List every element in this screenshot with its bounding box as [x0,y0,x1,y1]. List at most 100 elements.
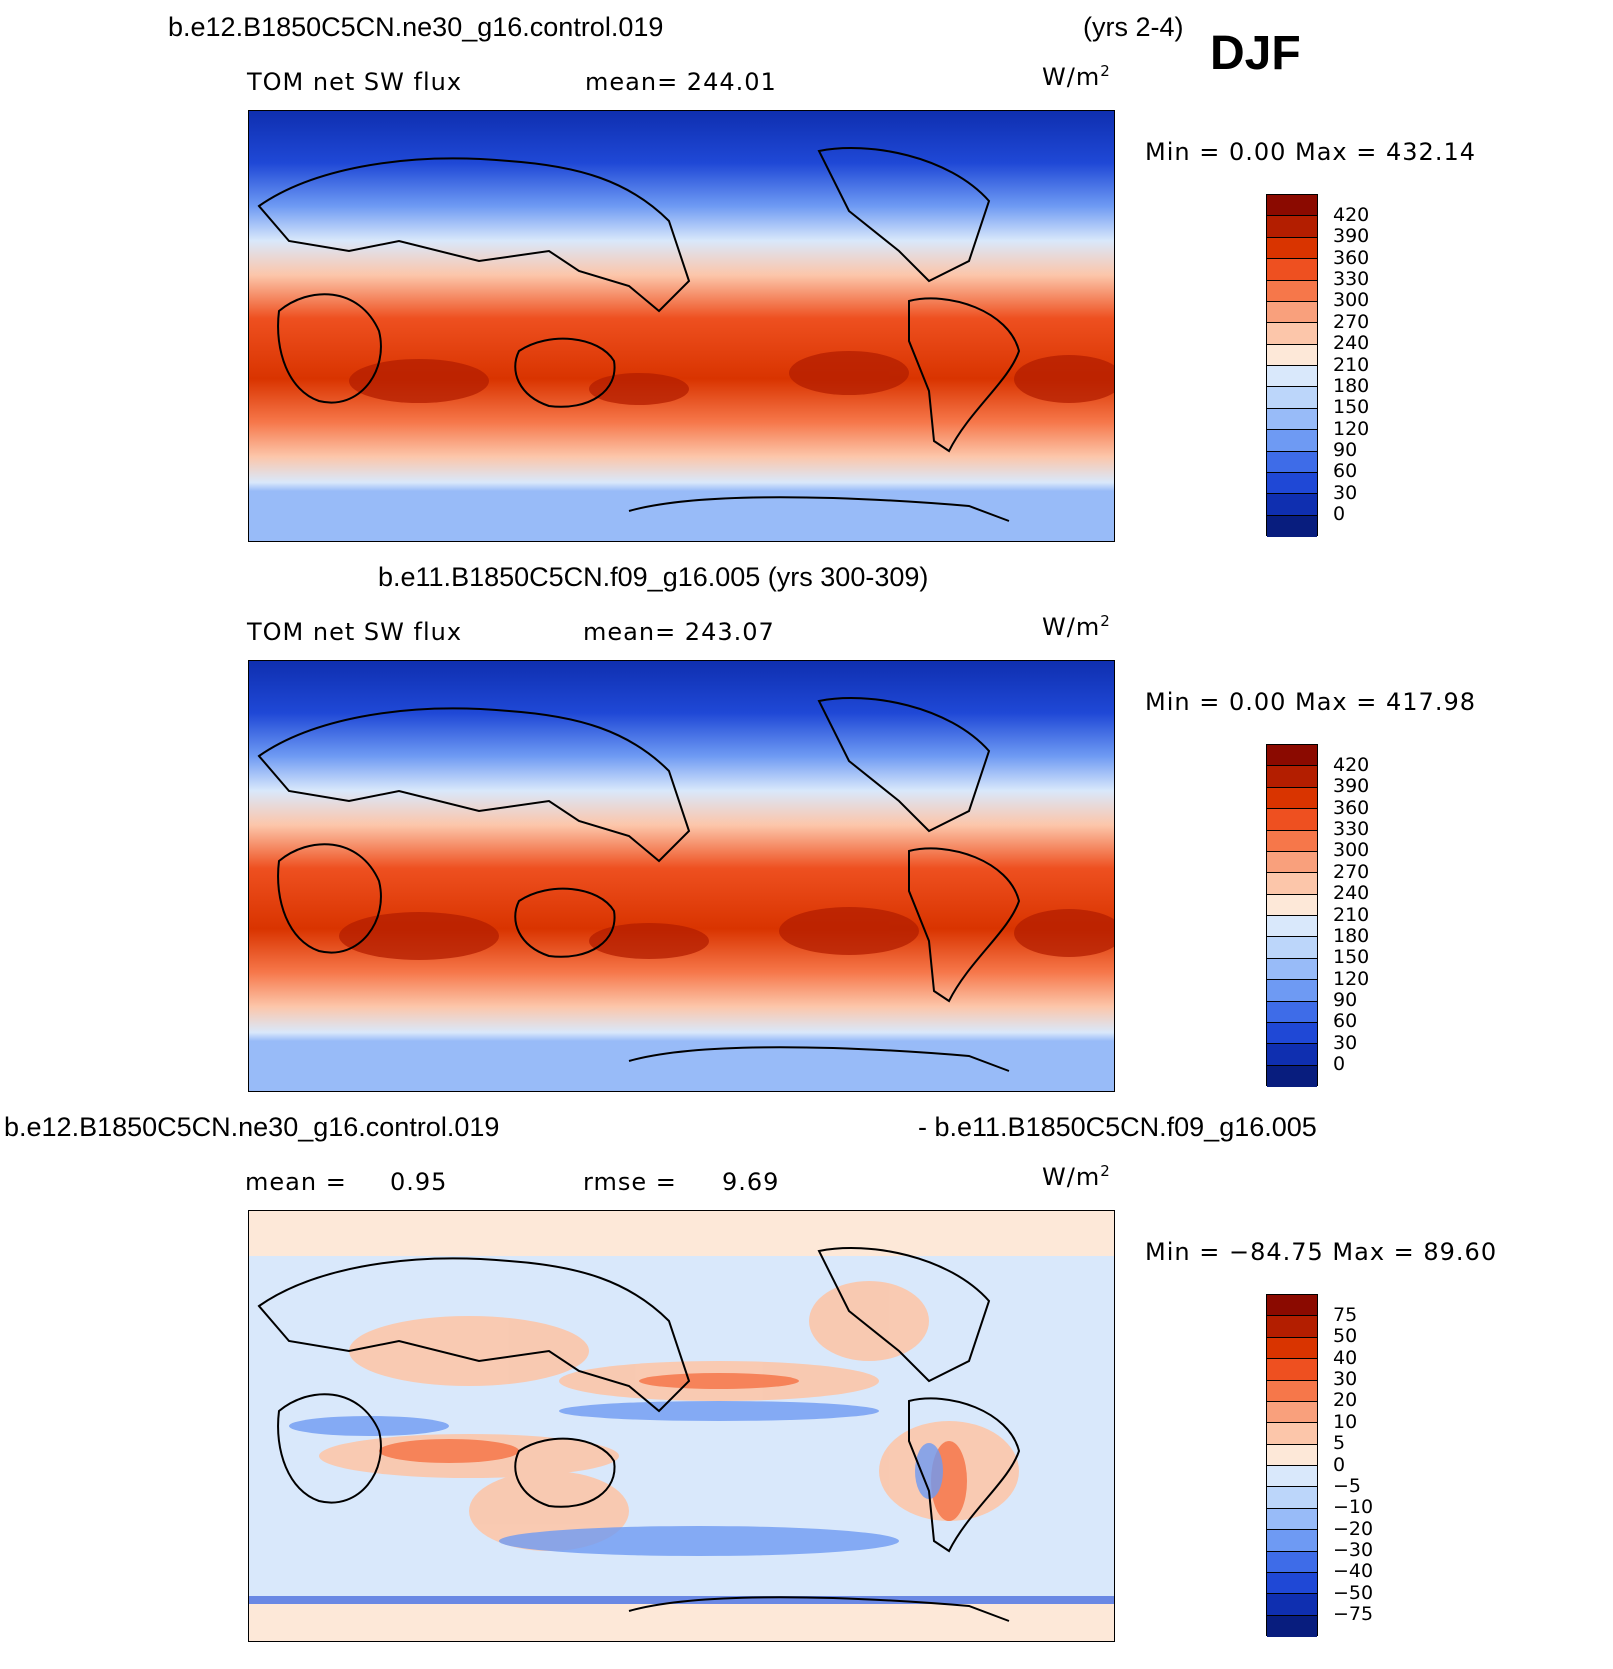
panel1-variable: TOM net SW flux [247,68,463,96]
colorbar-level-label: 50 [1333,1325,1358,1348]
panel3-units: W/m2 [1042,1162,1111,1191]
panel1-map-svg [249,111,1114,541]
colorbar-segment [1267,259,1317,281]
colorbar-level-label: 420 [1333,753,1370,776]
panel3-minmax: Min = −84.75 Max = 89.60 [1145,1238,1498,1266]
colorbar-segment [1267,1572,1317,1595]
panel3-mean-label: mean = [245,1168,347,1196]
colorbar-segment [1267,494,1317,516]
panel3-title-right: - b.e11.B1850C5CN.f09_g16.005 [918,1112,1317,1142]
colorbar-level-label: 75 [1333,1303,1358,1326]
colorbar-segment [1267,1001,1317,1023]
panel3-coastlines [257,1247,1021,1622]
colorbar-segment [1267,937,1317,959]
colorbar-level-label: 30 [1333,481,1358,504]
colorbar-level-label: 210 [1333,903,1370,926]
colorbar-segment [1267,280,1317,302]
colorbar-segment [1267,894,1317,916]
colorbar-segment [1267,809,1317,831]
colorbar-level-label: 20 [1333,1389,1358,1412]
panel1-units: W/m2 [1042,62,1111,91]
panel1-mean: mean= 244.01 [585,68,777,96]
colorbar-level-label: 0 [1333,1453,1346,1476]
colorbar-level-label: 330 [1333,268,1370,290]
panel3-mean-value: 0.95 [390,1168,448,1196]
panel2-map [248,660,1115,1092]
colorbar-segment [1267,1423,1317,1445]
colorbar-level-label: 90 [1333,439,1358,461]
colorbar-level-label: 360 [1333,246,1370,269]
panel2-minmax: Min = 0.00 Max = 417.98 [1145,688,1476,716]
colorbar-level-label: 0 [1333,1053,1346,1076]
panel1-minmax: Min = 0.00 Max = 432.14 [1145,138,1476,166]
colorbar-segment [1267,323,1317,345]
colorbar-segment [1267,408,1317,431]
panel2-mean: mean= 243.07 [583,618,775,646]
colorbar-segment [1267,387,1317,409]
colorbar-segment [1267,515,1317,537]
colorbar-segment [1267,1065,1317,1087]
years1-label: (yrs 2-4) [1083,12,1184,42]
colorbar-level-label: 60 [1333,1010,1358,1033]
colorbar-segment [1267,195,1317,217]
colorbar-level-label: −30 [1333,1539,1374,1561]
panel1-colorbar [1266,194,1318,537]
colorbar-level-label: 210 [1333,353,1370,376]
colorbar-segment [1267,1359,1317,1381]
colorbar-segment [1267,1401,1317,1424]
panel3-rmse-value: 9.69 [722,1168,780,1196]
colorbar-level-label: 300 [1333,839,1370,862]
colorbar-segment [1267,916,1317,938]
colorbar-segment [1267,1044,1317,1066]
colorbar-level-label: 90 [1333,989,1358,1011]
colorbar-level-label: −40 [1333,1560,1374,1583]
colorbar-level-label: 5 [1333,1432,1346,1455]
colorbar-level-label: 30 [1333,1031,1358,1054]
panel2-coastlines [257,697,1021,1072]
colorbar-segment [1267,1615,1317,1637]
colorbar-segment [1267,430,1317,452]
panel3-map [248,1210,1115,1642]
colorbar-level-label: 180 [1333,924,1370,947]
panel3-title-left: b.e12.B1850C5CN.ne30_g16.control.019 [4,1112,500,1142]
colorbar-segment [1267,1466,1317,1488]
colorbar-level-label: −10 [1333,1496,1374,1519]
colorbar-segment [1267,451,1317,473]
colorbar-level-label: 150 [1333,946,1370,969]
colorbar-segment [1267,851,1317,874]
colorbar-segment [1267,1316,1317,1338]
colorbar-level-label: 30 [1333,1368,1358,1390]
colorbar-segment [1267,766,1317,788]
colorbar-level-label: 270 [1333,310,1370,333]
colorbar-level-label: 60 [1333,460,1358,483]
colorbar-level-label: 330 [1333,818,1370,840]
colorbar-segment [1267,366,1317,388]
colorbar-segment [1267,980,1317,1002]
panel2-maxima [339,907,1114,960]
colorbar-level-label: 180 [1333,374,1370,397]
colorbar-level-label: 360 [1333,796,1370,819]
colorbar-segment [1267,216,1317,238]
panel1-maxima [349,351,1114,405]
colorbar-segment [1267,472,1317,495]
panel2-map-svg [249,661,1114,1091]
colorbar-segment [1267,1380,1317,1402]
colorbar-segment [1267,344,1317,366]
colorbar-level-label: 240 [1333,332,1370,355]
panel1-map [248,110,1115,542]
colorbar-level-label: −20 [1333,1517,1374,1540]
colorbar-level-label: 420 [1333,203,1370,226]
colorbar-level-label: 10 [1333,1410,1358,1433]
panel3-colorbar [1266,1294,1318,1637]
panel3-map-svg [249,1211,1114,1641]
colorbar-segment [1267,1530,1317,1552]
colorbar-level-label: −5 [1333,1474,1362,1497]
colorbar-level-label: −75 [1333,1603,1374,1626]
case1-title: b.e12.B1850C5CN.ne30_g16.control.019 [168,12,664,42]
colorbar-segment [1267,237,1317,260]
colorbar-segment [1267,958,1317,981]
colorbar-level-label: 120 [1333,967,1370,990]
colorbar-segment [1267,787,1317,810]
colorbar-segment [1267,1295,1317,1317]
colorbar-level-label: 300 [1333,289,1370,312]
